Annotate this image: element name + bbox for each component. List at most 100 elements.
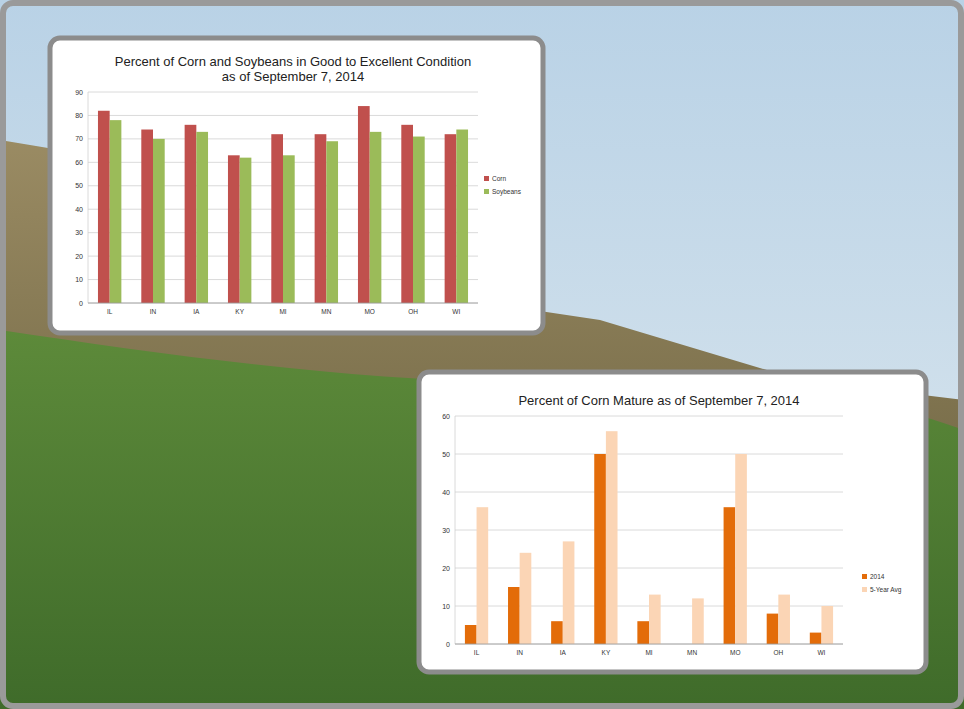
y-tick-label: 30 bbox=[442, 527, 450, 534]
y-tick-label: 50 bbox=[75, 182, 83, 189]
bar bbox=[315, 134, 327, 303]
bar bbox=[413, 137, 425, 303]
x-tick-label: IA bbox=[560, 649, 567, 656]
bar bbox=[508, 587, 520, 644]
bar bbox=[326, 141, 338, 303]
grid-line bbox=[455, 416, 843, 417]
y-tick-label: 70 bbox=[75, 135, 83, 142]
legend-label: Soybeans bbox=[492, 188, 522, 196]
bar bbox=[477, 507, 489, 644]
bar bbox=[401, 125, 413, 303]
bar bbox=[283, 155, 295, 303]
bar bbox=[465, 625, 477, 644]
x-tick-label: MI bbox=[279, 308, 286, 315]
chart-title: Percent of Corn Mature as of September 7… bbox=[518, 393, 799, 408]
x-axis-line bbox=[88, 303, 478, 304]
bar bbox=[228, 155, 240, 303]
bar bbox=[767, 614, 779, 644]
y-tick-label: 60 bbox=[442, 413, 450, 420]
x-tick-label: KY bbox=[602, 649, 611, 656]
y-tick-label: 40 bbox=[75, 206, 83, 213]
x-tick-label: OH bbox=[773, 649, 783, 656]
grid-line bbox=[455, 644, 843, 645]
grid-line bbox=[455, 454, 843, 455]
x-tick-label: WI bbox=[817, 649, 825, 656]
y-tick-label: 0 bbox=[446, 641, 450, 648]
y-tick-label: 50 bbox=[442, 451, 450, 458]
bar bbox=[271, 134, 283, 303]
bar bbox=[141, 130, 153, 303]
bar bbox=[358, 106, 370, 303]
x-axis-line bbox=[455, 644, 843, 645]
chart-title: Percent of Corn and Soybeans in Good to … bbox=[115, 54, 471, 84]
bar bbox=[185, 125, 197, 303]
bar bbox=[153, 139, 165, 303]
title-line: Percent of Corn and Soybeans in Good to … bbox=[115, 54, 471, 69]
grid-line bbox=[88, 303, 478, 304]
bar bbox=[551, 621, 563, 644]
y-tick-label: 20 bbox=[75, 253, 83, 260]
bar bbox=[110, 120, 122, 303]
grid-line bbox=[88, 115, 478, 116]
sky bbox=[0, 0, 964, 709]
x-tick-label: IL bbox=[107, 308, 113, 315]
y-axis-line bbox=[88, 92, 89, 303]
y-tick-label: 0 bbox=[79, 300, 83, 307]
y-tick-label: 90 bbox=[75, 89, 83, 96]
bar bbox=[821, 606, 833, 644]
y-tick-label: 30 bbox=[75, 229, 83, 236]
bar bbox=[810, 633, 822, 644]
legend-swatch bbox=[862, 587, 867, 592]
bar bbox=[563, 541, 575, 644]
grid-line bbox=[455, 530, 843, 531]
panel bbox=[419, 372, 926, 672]
bar bbox=[649, 595, 661, 644]
title-line: as of September 7, 2014 bbox=[222, 69, 364, 84]
bar bbox=[724, 507, 736, 644]
panel bbox=[50, 38, 543, 333]
bar bbox=[520, 553, 532, 644]
x-tick-label: MO bbox=[364, 308, 374, 315]
y-tick-label: 10 bbox=[75, 276, 83, 283]
legend-swatch bbox=[484, 176, 489, 181]
x-tick-label: WI bbox=[452, 308, 460, 315]
y-axis-line bbox=[455, 416, 456, 644]
bar bbox=[594, 454, 606, 644]
bar bbox=[370, 132, 382, 303]
outer-frame bbox=[3, 3, 961, 706]
x-tick-label: OH bbox=[408, 308, 418, 315]
legend-swatch bbox=[862, 574, 867, 579]
y-tick-label: 10 bbox=[442, 603, 450, 610]
grid-line bbox=[455, 492, 843, 493]
x-tick-label: IN bbox=[150, 308, 157, 315]
y-tick-label: 60 bbox=[75, 159, 83, 166]
legend-label: 5-Year Avg bbox=[870, 586, 902, 594]
x-tick-label: IL bbox=[474, 649, 480, 656]
bar bbox=[692, 598, 704, 644]
bar bbox=[735, 454, 747, 644]
x-tick-label: KY bbox=[235, 308, 244, 315]
bar bbox=[445, 134, 457, 303]
bar bbox=[240, 158, 252, 303]
marks bbox=[98, 106, 468, 303]
bar bbox=[98, 111, 110, 303]
soybean-field bbox=[0, 330, 964, 709]
y-tick-label: 20 bbox=[442, 565, 450, 572]
x-tick-label: IN bbox=[516, 649, 523, 656]
grid-line bbox=[455, 568, 843, 569]
grid-line bbox=[88, 92, 478, 93]
y-tick-label: 80 bbox=[75, 112, 83, 119]
bar bbox=[637, 621, 649, 644]
x-tick-label: MI bbox=[645, 649, 652, 656]
y-tick-label: 40 bbox=[442, 489, 450, 496]
legend-label: 2014 bbox=[870, 573, 885, 580]
x-tick-label: MN bbox=[687, 649, 697, 656]
stage: 0 10 20 30 40 50 60 70 80 90 IL IN IA KY MI MN MO OH WI Per… bbox=[0, 0, 964, 709]
marks bbox=[465, 431, 833, 644]
x-tick-label: MO bbox=[730, 649, 740, 656]
legend-label: Corn bbox=[492, 175, 506, 182]
legend-swatch bbox=[484, 189, 489, 194]
bar bbox=[456, 130, 468, 303]
bar bbox=[196, 132, 208, 303]
x-tick-label: MN bbox=[321, 308, 331, 315]
